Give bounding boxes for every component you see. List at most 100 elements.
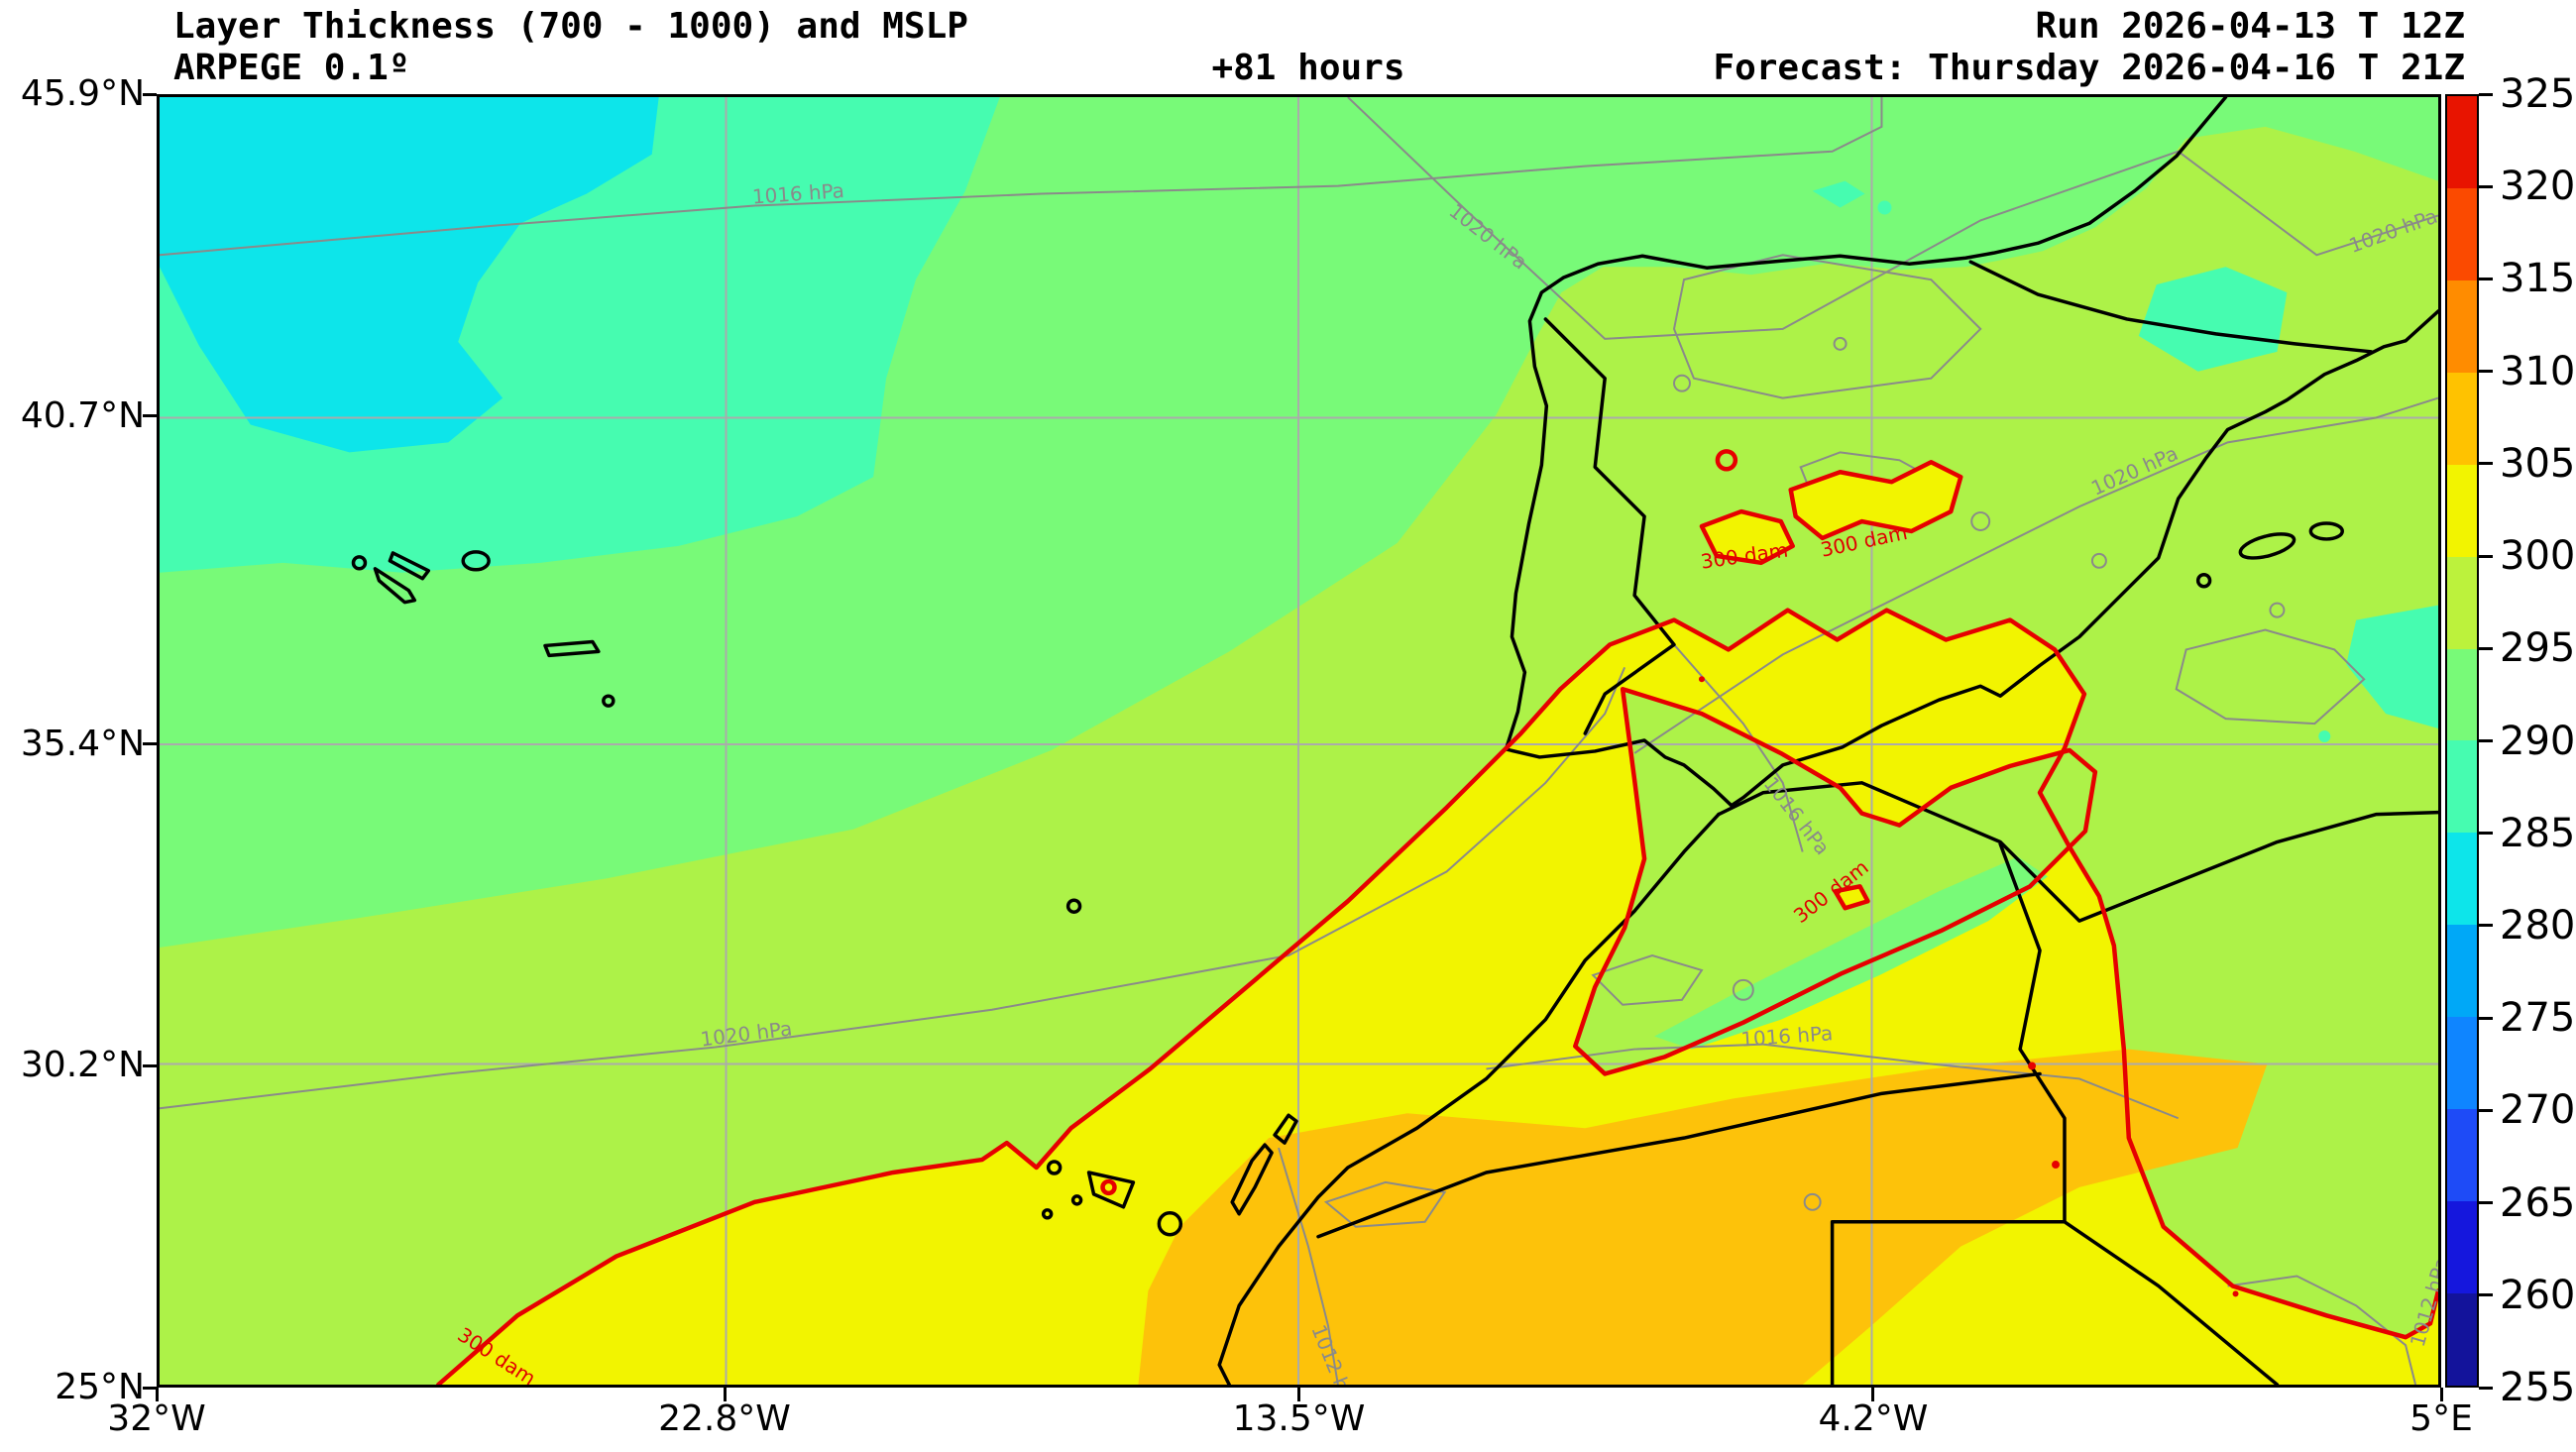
border-mauritania-mali <box>2063 1220 2280 1385</box>
colorbar <box>2445 94 2479 1388</box>
mslp-contour-1016 <box>1673 643 1804 852</box>
mslp-minor-loop <box>2269 602 2286 618</box>
y-tick-label: 35.4°N <box>20 723 145 764</box>
colorbar-segment <box>2447 187 2477 280</box>
coastline-africa-atlantic <box>1217 812 1721 1385</box>
colorbar-tick-label: 255 <box>2500 1365 2576 1410</box>
colorbar-tick-mark <box>2479 1386 2493 1390</box>
thickness-map: 1016 hPa 1020 hPa 1020 hPa 1020 hPa 1016… <box>160 97 2438 1385</box>
colorbar-segment <box>2447 648 2477 741</box>
colorbar-segment <box>2447 1109 2477 1202</box>
mslp-contour-1012 <box>2227 1275 2417 1385</box>
thickness-300-speck <box>2232 1290 2239 1297</box>
colorbar-tick-label: 320 <box>2500 164 2576 210</box>
mslp-contour-1012 <box>1278 1147 1339 1385</box>
border-western-sahara <box>1316 1071 2042 1239</box>
island-azores <box>373 567 417 605</box>
fill-atlas-290-295-strip <box>1654 856 2049 1050</box>
plot-area: 1016 hPa 1020 hPa 1020 hPa 1020 hPa 1016… <box>157 94 2441 1388</box>
run-datetime: Run 2026-04-13 T 12Z <box>2035 6 2465 47</box>
thickness-300-teide-ring <box>1100 1178 1117 1196</box>
coastline-africa-mediterranean <box>1717 781 2438 923</box>
colorbar-tick-label: 285 <box>2500 810 2576 856</box>
colorbar-tick-mark <box>2479 1293 2493 1297</box>
colorbar-tick-label: 310 <box>2500 348 2576 394</box>
island-azores <box>388 551 431 581</box>
border-pyrenees <box>1968 260 2373 354</box>
island-madeira <box>1065 898 1082 914</box>
colorbar-tick-mark <box>2479 462 2493 466</box>
colorbar-tick-mark <box>2479 554 2493 558</box>
x-tick-mark <box>2439 1388 2443 1401</box>
mslp-contour-1020 <box>1347 97 2438 340</box>
thickness-300-atlas-loop <box>1573 687 2098 1076</box>
mslp-minor-loop <box>2175 628 2366 726</box>
x-tick-label: 4.2°W <box>1818 1398 1929 1439</box>
thickness-300-speck <box>1698 676 1705 683</box>
colorbar-segment <box>2447 925 2477 1018</box>
colorbar-segment <box>2447 1017 2477 1110</box>
colorbar-segment <box>2447 833 2477 926</box>
colorbar-tick-mark <box>2479 739 2493 742</box>
mslp-minor-loop <box>1970 511 1991 531</box>
colorbar-tick-mark <box>2479 92 2493 96</box>
island-azores <box>461 550 491 572</box>
colorbar-tick-mark <box>2479 1108 2493 1112</box>
mslp-minor-loop <box>1833 336 1848 351</box>
thickness-300-closed-atlas-spot <box>1833 884 1870 911</box>
island-ibiza <box>2195 573 2212 589</box>
colorbar-tick-mark <box>2479 370 2493 374</box>
colorbar-tick-mark <box>2479 832 2493 836</box>
island-tenerife <box>1086 1171 1136 1209</box>
border-portugal-spain <box>1543 317 1676 735</box>
colorbar-tick-label: 300 <box>2500 533 2576 580</box>
mslp-contour-1020 <box>1633 396 2438 754</box>
mslp-minor-loop <box>1732 978 1754 1001</box>
x-tick-label: 22.8°W <box>658 1398 791 1439</box>
chart-title: Layer Thickness (700 - 1000) and MSLP <box>173 6 968 47</box>
island-lanzarote <box>1273 1113 1298 1145</box>
mslp-contour-1016 <box>160 97 1883 257</box>
colorbar-tick-mark <box>2479 924 2493 928</box>
thickness-300-closed-spain-1 <box>1699 508 1795 566</box>
mslp-minor-loop <box>1803 1192 1822 1211</box>
fill-patch-285-290-dab <box>1877 200 1892 215</box>
mslp-minor-loop <box>1673 374 1691 392</box>
colorbar-tick-label: 265 <box>2500 1179 2576 1226</box>
colorbar-tick-label: 325 <box>2500 71 2576 117</box>
fill-patch-285-290-gulf-of-lion <box>2138 267 2288 372</box>
x-tick-mark <box>155 1388 159 1401</box>
lead-time: +81 hours <box>1211 48 1405 88</box>
mslp-minor-loop <box>2090 552 2107 569</box>
colorbar-segment <box>2447 279 2477 373</box>
colorbar-tick-mark <box>2479 646 2493 650</box>
y-tick-label: 40.7°N <box>20 394 145 436</box>
fill-corridor-295-300-atlas <box>1575 689 2095 1074</box>
island-fuerteventura <box>1230 1143 1274 1216</box>
x-tick-mark <box>723 1388 727 1401</box>
colorbar-segment <box>2447 740 2477 834</box>
y-tick-mark <box>143 1063 157 1067</box>
island-azores <box>351 555 368 571</box>
colorbar-segment <box>2447 1201 2477 1293</box>
colorbar-tick-label: 260 <box>2500 1272 2576 1318</box>
coastlines <box>351 97 2438 1385</box>
colorbar-segment <box>2447 372 2477 465</box>
fill-band-280-285 <box>160 97 659 453</box>
island-la-palma <box>1046 1160 1063 1175</box>
x-tick-mark <box>1871 1388 1875 1401</box>
colorbar-tick-label: 290 <box>2500 718 2576 764</box>
colorbar-tick-mark <box>2479 1201 2493 1205</box>
thickness-300-speck <box>2028 1061 2037 1070</box>
y-tick-label: 30.2°N <box>20 1045 145 1086</box>
mslp-contours <box>160 97 2438 1385</box>
colorbar-tick-mark <box>2479 277 2493 280</box>
coastline-iberia-france <box>1504 97 2438 808</box>
colorbar-segment <box>2447 556 2477 649</box>
x-tick-label: 13.5°W <box>1232 1398 1366 1439</box>
y-tick-mark <box>143 1386 157 1390</box>
x-tick-mark <box>1297 1388 1300 1401</box>
colorbar-segment <box>2447 96 2477 188</box>
mslp-contour-1020 <box>160 666 1626 1110</box>
